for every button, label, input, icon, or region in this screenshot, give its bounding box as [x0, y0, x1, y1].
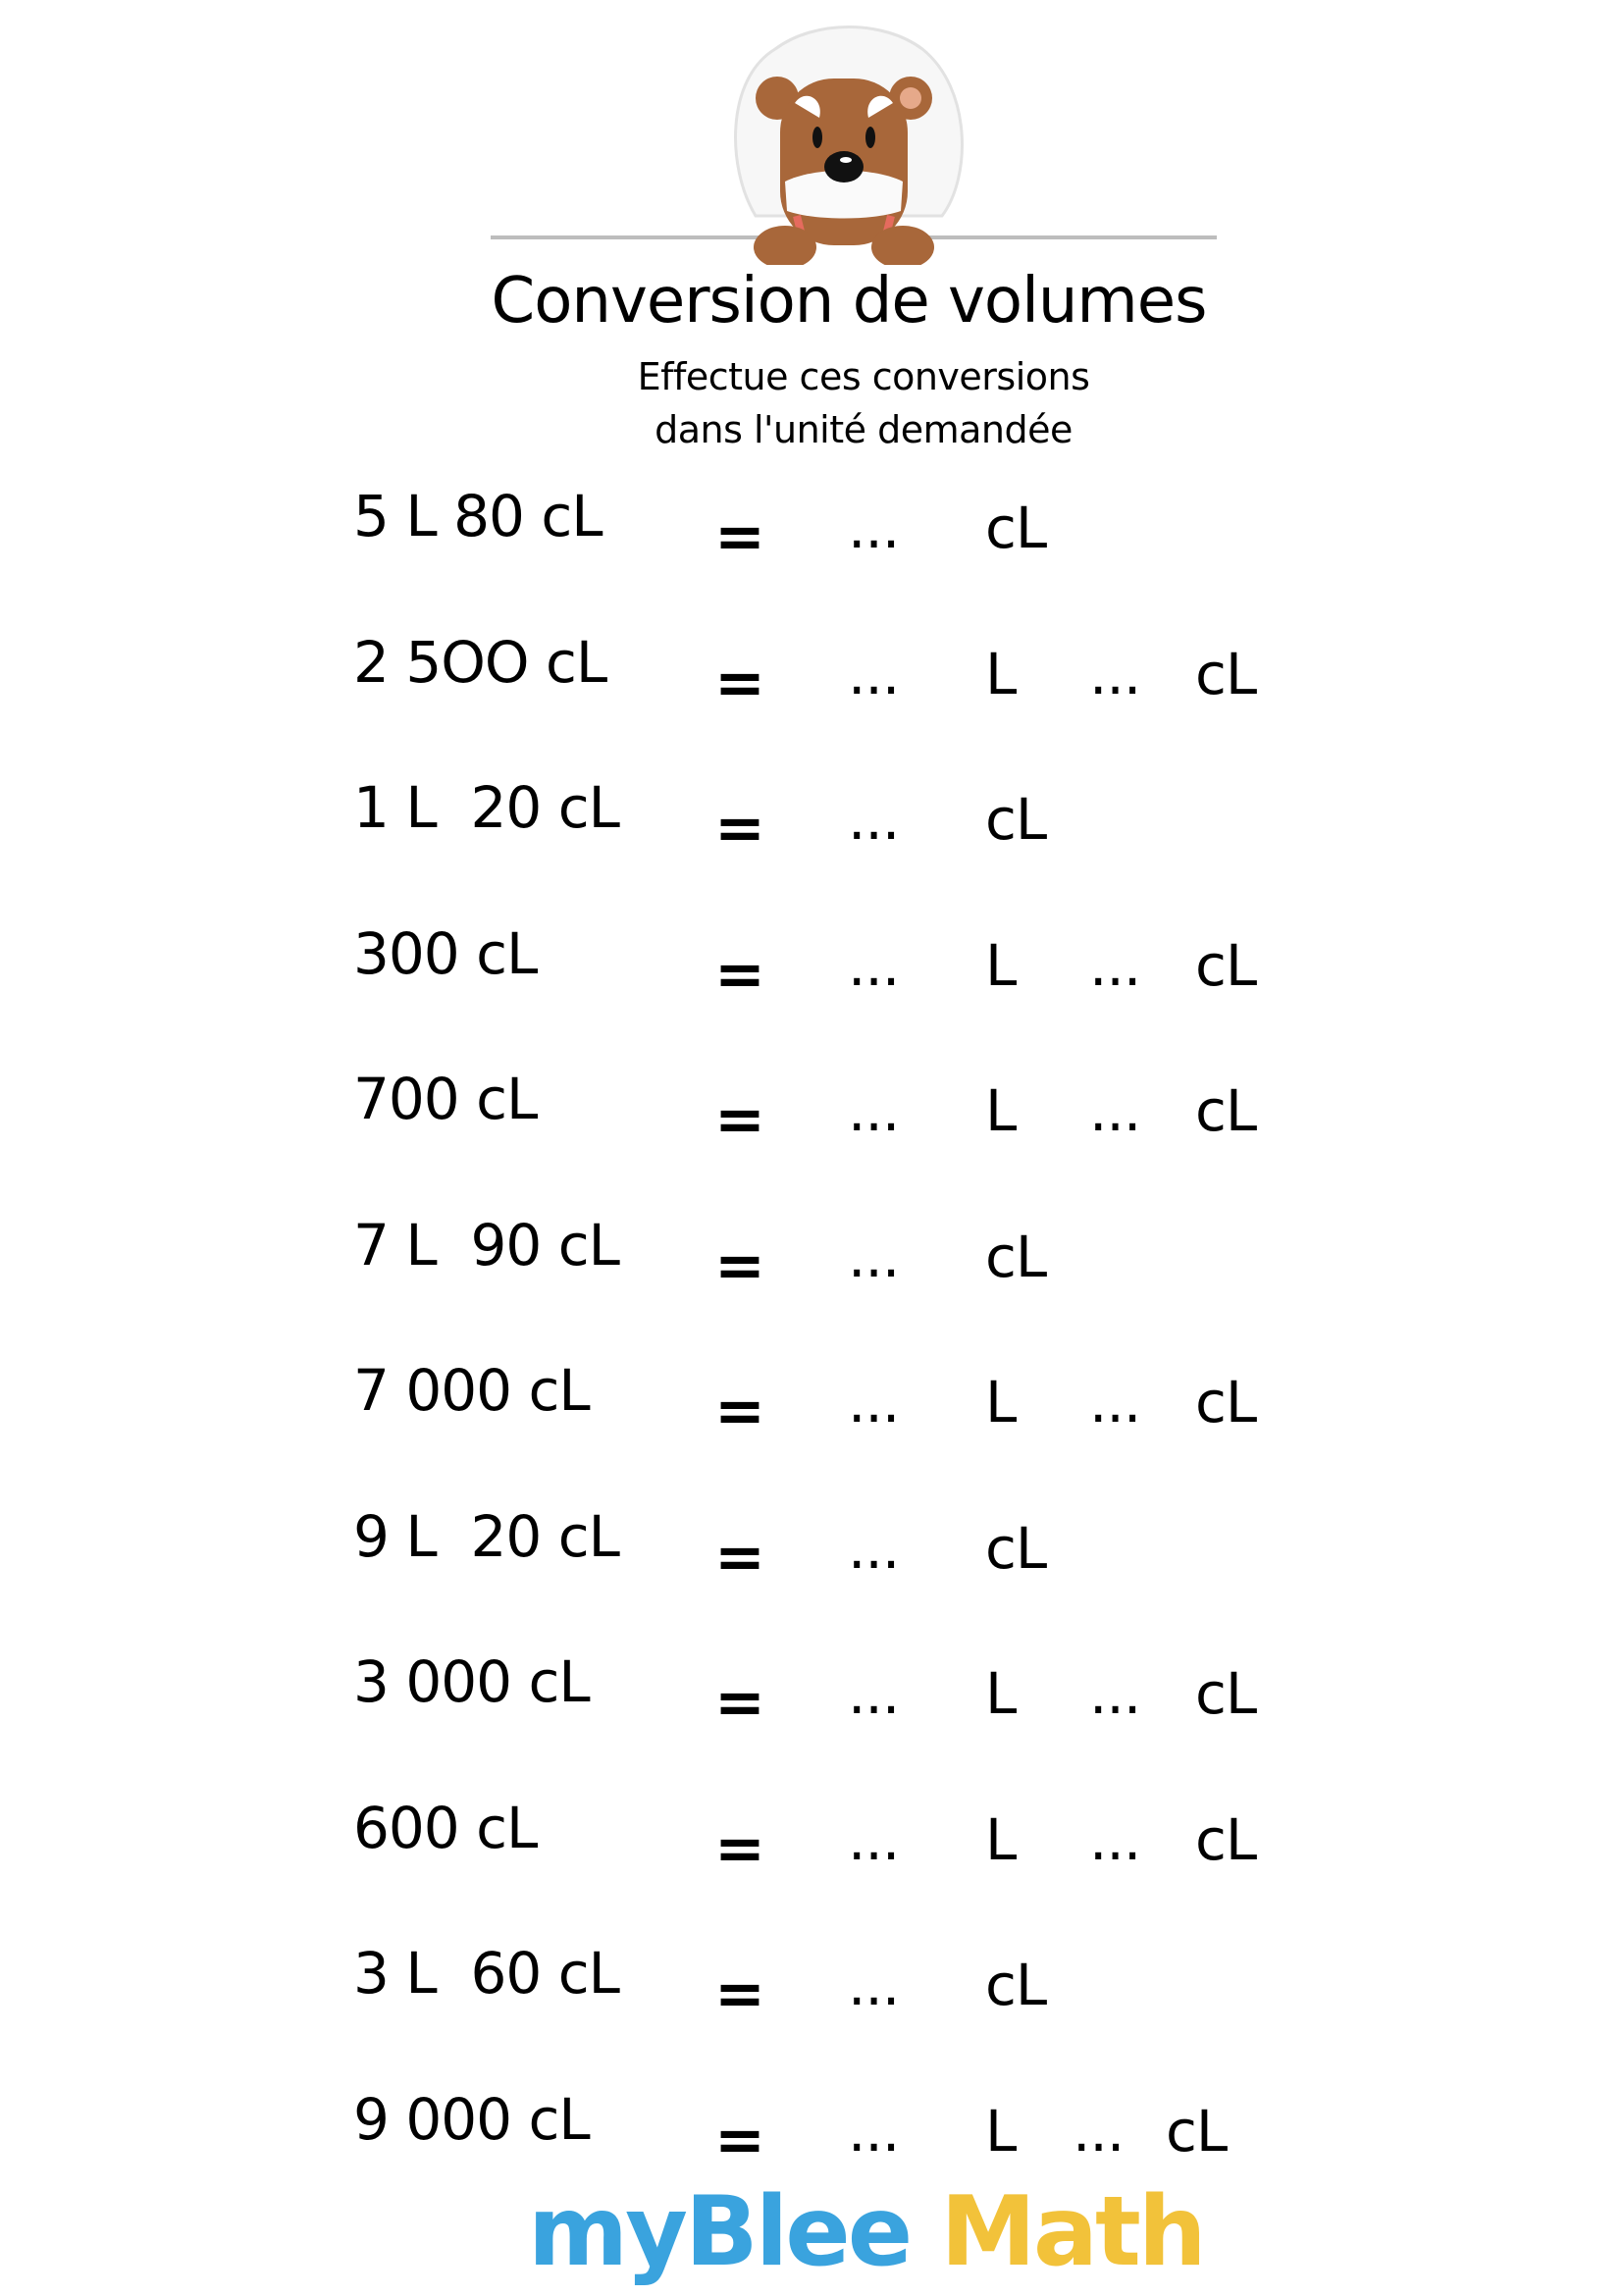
- exercise-quantity: 2 5OO cL: [353, 628, 607, 696]
- equals-sign: =: [714, 1228, 765, 1301]
- answer-unit: L: [985, 1369, 1017, 1435]
- answer-blank[interactable]: ...: [1089, 1369, 1141, 1435]
- answer-blank[interactable]: ...: [1089, 1077, 1141, 1144]
- exercise-row: 300 cL =... L... cL: [0, 920, 1624, 1058]
- logo-myblee: myBlee: [528, 2176, 913, 2288]
- myblee-math-logo: myBlee Math: [528, 2176, 1207, 2288]
- equals-sign: =: [714, 792, 765, 863]
- equals-sign: =: [714, 1666, 765, 1738]
- answer-unit: cL: [985, 1952, 1047, 2018]
- page-title: Conversion de volumes: [491, 265, 1208, 338]
- answer-unit: cL: [1166, 2097, 1228, 2165]
- answer-blank[interactable]: ...: [848, 640, 900, 707]
- answer-blank[interactable]: ...: [848, 1369, 900, 1435]
- answer-blank[interactable]: ...: [848, 495, 900, 561]
- exercise-row: 9 000 cL =... L... cL: [0, 2086, 1624, 2223]
- answer-blank[interactable]: ...: [1089, 1660, 1141, 1727]
- answer-unit: cL: [1195, 1805, 1257, 1873]
- exercise-row: 3 000 cL =... L... cL: [0, 1648, 1624, 1786]
- bear-mascot-icon: [734, 26, 964, 265]
- answer-blank[interactable]: ...: [848, 1805, 900, 1873]
- answer-unit: cL: [985, 1514, 1047, 1582]
- answer-blank[interactable]: ...: [848, 931, 900, 999]
- answer-blank[interactable]: ...: [1073, 2097, 1125, 2165]
- equals-sign: =: [714, 1375, 765, 1446]
- exercise-row: 7 L 90 cL =... cL: [0, 1212, 1624, 1349]
- answer-unit: cL: [985, 1223, 1047, 1290]
- exercise-quantity: 1 L 20 cL: [353, 774, 620, 841]
- exercise-row: 7 000 cL =... L... cL: [0, 1357, 1624, 1494]
- equals-sign: =: [714, 1520, 765, 1592]
- answer-blank[interactable]: ...: [1089, 640, 1141, 707]
- answer-blank[interactable]: ...: [848, 1077, 900, 1144]
- logo-math: Math: [940, 2176, 1206, 2288]
- exercise-quantity: 9 L 20 cL: [353, 1502, 620, 1570]
- answer-blank[interactable]: ...: [848, 2097, 900, 2165]
- exercise-row: 600 cL =... L... cL: [0, 1795, 1624, 1932]
- answer-blank[interactable]: ...: [848, 1514, 900, 1582]
- answer-unit: cL: [985, 495, 1047, 561]
- answer-blank[interactable]: ...: [848, 1223, 900, 1290]
- exercise-row: 3 L 60 cL =... cL: [0, 1940, 1624, 2077]
- equals-sign: =: [714, 937, 765, 1010]
- exercise-row: 9 L 20 cL =... cL: [0, 1503, 1624, 1641]
- exercise-quantity: 5 L 80 cL: [353, 483, 603, 549]
- equals-sign: =: [714, 1957, 765, 2029]
- instructions-line-1: Effectue ces conversions: [637, 355, 1090, 398]
- exercise-quantity: 3 L 60 cL: [353, 1940, 620, 2007]
- answer-unit: L: [985, 2097, 1017, 2165]
- answer-blank[interactable]: ...: [1089, 1805, 1141, 1873]
- equals-sign: =: [714, 2103, 765, 2175]
- answer-unit: cL: [1195, 1660, 1257, 1727]
- equals-sign: =: [714, 646, 765, 718]
- answer-blank[interactable]: ...: [848, 1952, 900, 2018]
- answer-blank[interactable]: ...: [1089, 931, 1141, 999]
- exercise-quantity: 9 000 cL: [353, 2085, 591, 2153]
- exercise-quantity: 7 000 cL: [353, 1357, 591, 1424]
- answer-unit: L: [985, 1660, 1017, 1727]
- answer-unit: cL: [1195, 931, 1257, 999]
- exercise-quantity: 700 cL: [353, 1066, 538, 1132]
- equals-sign: =: [714, 500, 765, 572]
- answer-unit: cL: [1195, 640, 1257, 707]
- exercise-quantity: 300 cL: [353, 919, 538, 987]
- exercise-row: 2 5OO cL =... L... cL: [0, 629, 1624, 766]
- exercise-quantity: 3 000 cL: [353, 1648, 591, 1715]
- equals-sign: =: [714, 1083, 765, 1155]
- equals-sign: =: [714, 1811, 765, 1884]
- answer-unit: L: [985, 640, 1017, 707]
- answer-blank[interactable]: ...: [848, 786, 900, 853]
- answer-unit: L: [985, 1077, 1017, 1144]
- exercise-row: 5 L 80 cL =... cL: [0, 483, 1624, 620]
- answer-unit: cL: [1195, 1369, 1257, 1435]
- answer-unit: L: [985, 1805, 1017, 1873]
- instructions-line-2: dans l'unité demandée: [655, 408, 1073, 451]
- exercise-row: 1 L 20 cL =... cL: [0, 774, 1624, 912]
- answer-unit: L: [985, 931, 1017, 999]
- exercise-quantity: 7 L 90 cL: [353, 1211, 620, 1278]
- answer-unit: cL: [985, 786, 1047, 853]
- answer-blank[interactable]: ...: [848, 1660, 900, 1727]
- exercise-quantity: 600 cL: [353, 1794, 538, 1861]
- exercise-row: 700 cL =... L... cL: [0, 1066, 1624, 1203]
- answer-unit: cL: [1195, 1077, 1257, 1144]
